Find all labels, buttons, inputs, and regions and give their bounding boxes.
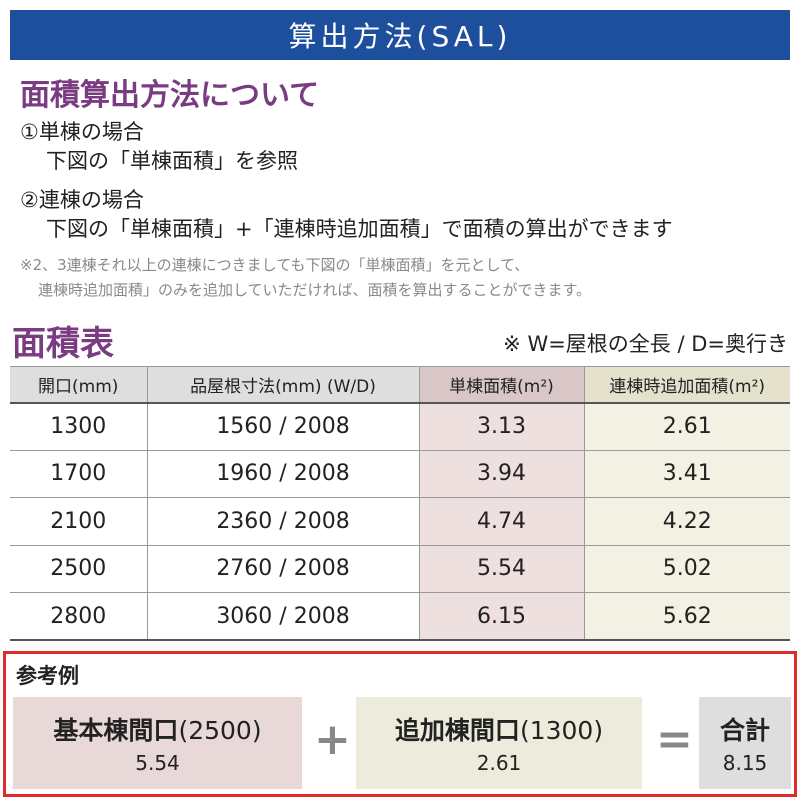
single-building-case: ①単棟の場合 下図の「単棟面積」を参照	[20, 118, 298, 176]
single-case-body: 下図の「単棟面積」を参照	[46, 149, 298, 173]
table-row: 1700 1960 / 2008 3.94 3.41	[10, 450, 790, 498]
cell-roof-size: 1560 / 2008	[146, 402, 420, 451]
cell-additional-area: 4.22	[583, 497, 790, 546]
table-row: 1300 1560 / 2008 3.13 2.61	[10, 402, 790, 451]
cell-single-area: 3.13	[418, 402, 585, 451]
cell-opening: 1300	[10, 402, 148, 451]
header-roof-size: 品屋根寸法(mm) (W/D)	[146, 366, 420, 404]
cell-additional-area: 5.62	[583, 592, 790, 641]
multi-case-body: 下図の「単棟面積」+「連棟時追加面積」で面積の算出ができます	[46, 217, 673, 241]
header-additional-area: 連棟時追加面積(m²)	[583, 366, 790, 404]
cell-opening: 2100	[10, 497, 148, 546]
cell-additional-area: 2.61	[583, 402, 790, 451]
equals-sign: =	[656, 714, 693, 765]
cell-roof-size: 1960 / 2008	[146, 450, 420, 498]
cell-roof-size: 3060 / 2008	[146, 592, 420, 641]
reference-label: 参考例	[16, 664, 79, 688]
additional-bay-opening: (1300)	[519, 716, 604, 745]
table-row: 2500 2760 / 2008 5.54 5.02	[10, 545, 790, 593]
additional-bay-value: 2.61	[476, 751, 522, 775]
base-bay-opening: (2500)	[178, 716, 262, 745]
table-header-row: 開口(mm) 品屋根寸法(mm) (W/D) 単棟面積(m²) 連棟時追加面積(…	[10, 366, 790, 404]
additional-bay-box: 追加棟間口(1300) 2.61	[356, 697, 642, 789]
cell-single-area: 6.15	[418, 592, 585, 641]
cell-single-area: 3.94	[418, 450, 585, 498]
base-bay-value: 5.54	[135, 751, 180, 775]
additional-bay-name: 追加棟間口	[394, 716, 520, 745]
reference-example: 参考例 基本棟間口(2500) 5.54 + 追加棟間口(1300) 2.61 …	[3, 651, 797, 797]
banner-title: 算出方法(SAL)	[10, 10, 790, 60]
total-value: 8.15	[722, 751, 768, 775]
cell-additional-area: 3.41	[583, 450, 790, 498]
area-table: 開口(mm) 品屋根寸法(mm) (W/D) 単棟面積(m²) 連棟時追加面積(…	[10, 366, 790, 641]
table-title: 面積表	[12, 324, 114, 364]
cell-opening: 2800	[10, 592, 148, 641]
cell-single-area: 4.74	[418, 497, 585, 546]
total-name: 合計	[719, 716, 770, 745]
table-row: 2800 3060 / 2008 6.15 5.62	[10, 592, 790, 641]
table-note: ※ W=屋根の全長 / D=奥行き	[503, 332, 788, 356]
multi-building-case: ②連棟の場合 下図の「単棟面積」+「連棟時追加面積」で面積の算出ができます	[20, 186, 673, 244]
cell-opening: 2500	[10, 545, 148, 593]
header-single-area: 単棟面積(m²)	[418, 366, 585, 404]
plus-sign: +	[314, 714, 351, 765]
total-title: 合計	[720, 711, 770, 747]
single-case-heading: ①単棟の場合	[20, 120, 144, 144]
base-bay-title: 基本棟間口(2500)	[53, 711, 261, 747]
cell-opening: 1700	[10, 450, 148, 498]
multi-case-heading: ②連棟の場合	[20, 188, 144, 212]
cell-additional-area: 5.02	[583, 545, 790, 593]
footnote-line-1: ※2、3連棟それ以上の連棟につきましても下図の「単棟面積」を元として、	[20, 256, 530, 274]
base-bay-box: 基本棟間口(2500) 5.54	[13, 697, 302, 789]
base-bay-name: 基本棟間口	[53, 716, 179, 745]
cell-roof-size: 2360 / 2008	[146, 497, 420, 546]
cell-roof-size: 2760 / 2008	[146, 545, 420, 593]
header-opening: 開口(mm)	[10, 366, 148, 404]
section-title: 面積算出方法について	[20, 78, 320, 113]
cell-single-area: 5.54	[418, 545, 585, 593]
table-row: 2100 2360 / 2008 4.74 4.22	[10, 497, 790, 546]
total-box: 合計 8.15	[699, 697, 791, 789]
footnote: ※2、3連棟それ以上の連棟につきましても下図の「単棟面積」を元として、 連棟時追…	[20, 253, 591, 303]
footnote-line-2: 連棟時追加面積」のみを追加していただければ、面積を算出することができます。	[38, 281, 592, 299]
additional-bay-title: 追加棟間口(1300)	[395, 711, 603, 747]
